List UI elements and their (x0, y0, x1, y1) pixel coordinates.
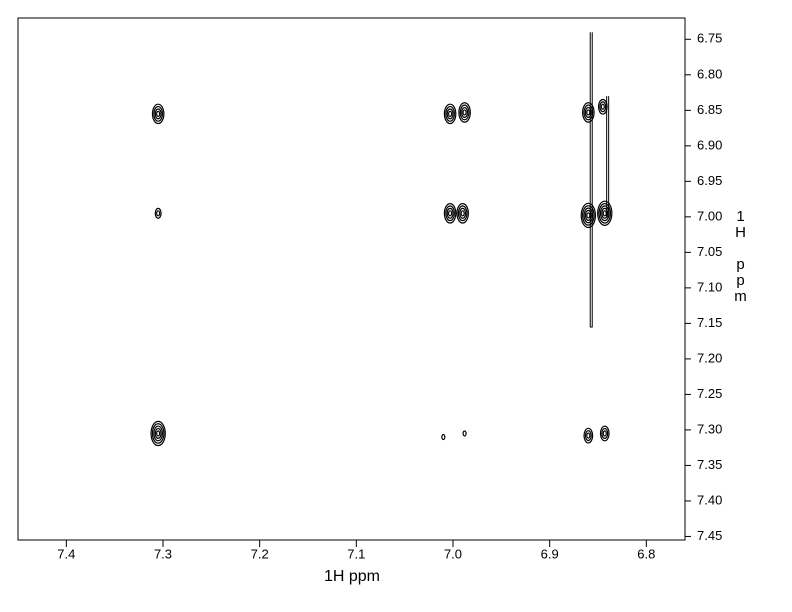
contour-ring (597, 200, 613, 227)
y-tick-label: 6.95 (697, 173, 722, 188)
contour-ring (461, 106, 469, 118)
contour-ring (446, 207, 454, 219)
contour-ring (448, 210, 453, 217)
y-tick-label: 7.35 (697, 457, 722, 472)
y-axis-label: 1H ppm (732, 208, 749, 304)
contour-ring (445, 105, 456, 122)
contour-ring (154, 108, 162, 120)
contour-ring (153, 105, 164, 122)
contour-ring (583, 104, 594, 121)
contour-ring (602, 430, 607, 437)
contour-ring (151, 103, 165, 125)
peak (443, 103, 457, 125)
contour-ring (460, 210, 465, 217)
contour-ring (586, 432, 591, 439)
contour-ring (456, 203, 469, 224)
contour-ring (586, 212, 591, 219)
peak (458, 102, 471, 123)
contour-ring (582, 102, 595, 123)
x-tick-label: 7.1 (347, 546, 365, 561)
y-tick-label: 7.15 (697, 315, 722, 330)
peak (154, 207, 162, 219)
ridge (589, 32, 593, 328)
peak (443, 203, 457, 224)
contour-ring (462, 109, 467, 116)
y-tick-label: 6.75 (697, 31, 722, 46)
contour-ring (151, 423, 165, 444)
peak (580, 202, 597, 229)
y-tick-label: 7.25 (697, 386, 722, 401)
contour-ring (599, 205, 610, 222)
y-tick-label: 7.05 (697, 244, 722, 259)
contour-ring (441, 433, 446, 441)
peak (456, 203, 469, 224)
contour-ring (459, 104, 470, 121)
x-tick-label: 7.0 (444, 546, 462, 561)
contour-ring (458, 102, 471, 123)
contour-ring (584, 106, 592, 118)
peak (151, 103, 165, 125)
peak (599, 425, 610, 442)
y-tick-label: 6.80 (697, 66, 722, 81)
contour-ring (462, 430, 467, 437)
contour-ring (598, 203, 612, 224)
y-tick-label: 7.00 (697, 208, 722, 223)
contour-ring (446, 108, 454, 120)
contour-ring (153, 425, 164, 442)
contour-ring (602, 210, 607, 217)
x-tick-label: 7.3 (154, 546, 172, 561)
contour-ring (601, 207, 609, 219)
peak (582, 102, 595, 123)
contour-ring (459, 207, 467, 219)
peak (597, 200, 613, 227)
y-tick-label: 7.30 (697, 421, 722, 436)
contour-ring (586, 109, 591, 116)
contour-ring (583, 207, 594, 224)
contour-ring (580, 202, 597, 229)
contour-ring (583, 427, 594, 444)
x-axis-label: 1H ppm (324, 568, 380, 585)
contour-ring (584, 430, 592, 442)
contour-ring (448, 110, 453, 117)
peak (597, 98, 608, 115)
y-tick-label: 7.40 (697, 492, 722, 507)
contour-ring (154, 427, 162, 439)
ridge (606, 96, 610, 218)
contour-ring (457, 205, 468, 222)
contour-ring (156, 210, 161, 217)
contour-ring (600, 103, 605, 110)
contour-ring (443, 103, 457, 125)
contour-ring (582, 205, 595, 226)
contour-ring (584, 209, 592, 221)
contour-ring (599, 425, 610, 442)
y-tick-label: 6.90 (697, 137, 722, 152)
contour-ring (156, 430, 161, 437)
y-tick-label: 7.20 (697, 350, 722, 365)
contour-ring (445, 205, 456, 222)
contour-ring (597, 98, 608, 115)
contour-ring (150, 420, 166, 447)
peak (150, 420, 166, 447)
x-tick-label: 7.2 (251, 546, 269, 561)
y-tick-label: 7.45 (697, 528, 722, 543)
contour-ring (154, 207, 162, 219)
contour-ring (156, 110, 161, 117)
peak (441, 433, 446, 441)
peak (462, 430, 467, 437)
x-tick-label: 7.4 (57, 546, 75, 561)
y-tick-label: 6.85 (697, 102, 722, 117)
contour-ring (601, 427, 609, 439)
contour-ring (599, 101, 607, 113)
y-tick-label: 7.10 (697, 279, 722, 294)
x-tick-label: 6.8 (637, 546, 655, 561)
x-tick-label: 6.9 (541, 546, 559, 561)
contour-ring (443, 203, 457, 224)
plot-frame (17, 17, 686, 541)
peak (583, 427, 594, 444)
